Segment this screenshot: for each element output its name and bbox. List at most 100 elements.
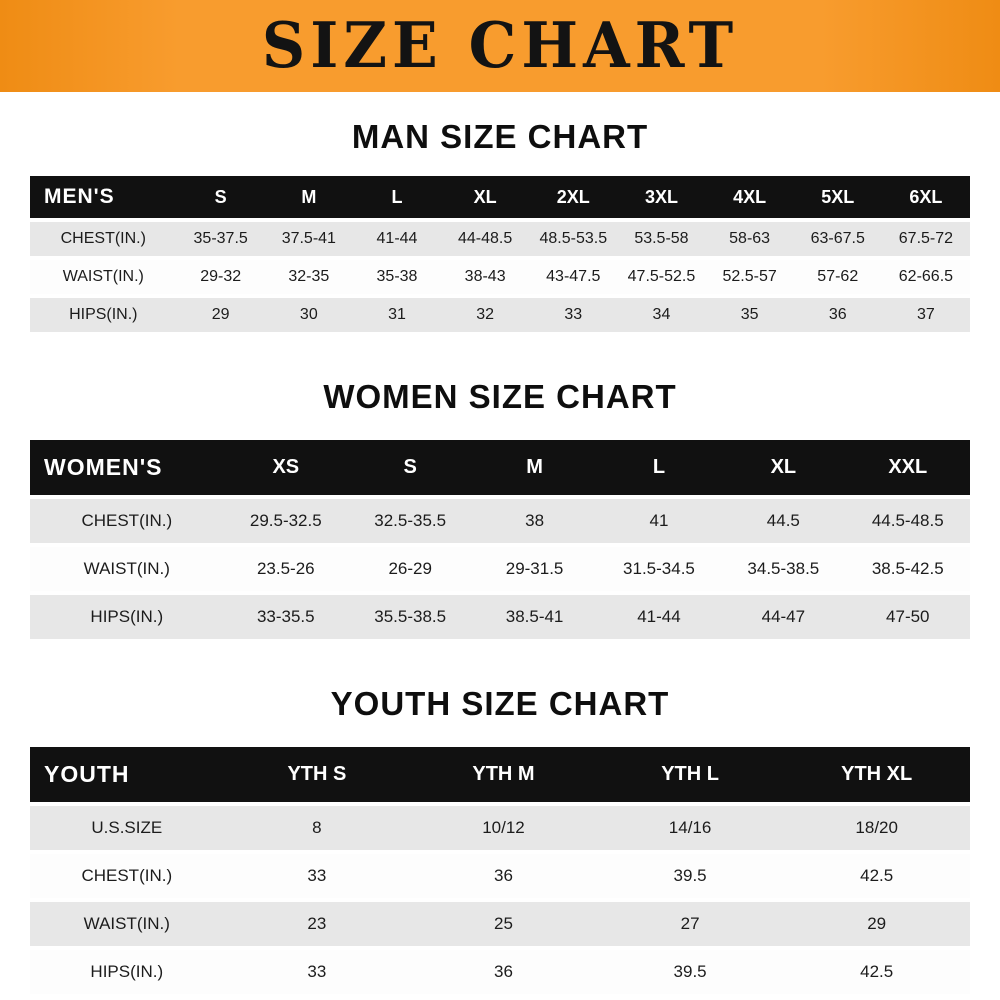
table-cell: 53.5-58	[634, 230, 689, 247]
table-cell: 41	[649, 511, 669, 530]
table-row: HIPS(IN.) 33 36 39.5 42.5	[30, 950, 970, 994]
table-cell: 39.5	[673, 962, 707, 981]
table-cell: 33	[307, 866, 327, 885]
row-label: HIPS(IN.)	[69, 306, 138, 323]
column-header: 5XL	[821, 186, 855, 207]
men-size-table: MEN'S S M L XL 2XL 3XL 4XL 5XL 6XL CHEST(IN.) 35-37…	[30, 172, 970, 336]
table-cell: 42.5	[860, 962, 894, 981]
table-row: CHEST(IN.) 33 36 39.5 42.5	[30, 854, 970, 898]
table-row: U.S.SIZE 8 10/12 14/16 18/20	[30, 806, 970, 850]
row-label: WAIST(IN.)	[83, 559, 170, 578]
column-header: M	[526, 456, 543, 478]
table-cell: 37.5-41	[281, 230, 336, 247]
table-cell: 44.5-48.5	[871, 511, 944, 530]
table-row: CHEST(IN.) 29.5-32.5 32.5-35.5 38 41 44.5 44.5…	[30, 499, 970, 543]
table-cell: 25	[494, 914, 513, 933]
column-header: S	[403, 456, 417, 478]
column-header: XS	[272, 456, 300, 478]
table-cell: 38-43	[464, 268, 506, 285]
table-cell: 41-44	[376, 230, 418, 247]
column-header: L	[391, 186, 403, 207]
column-header: S	[214, 186, 227, 207]
table-label: YOUTH	[44, 761, 130, 787]
row-label: CHEST(IN.)	[81, 866, 173, 885]
table-cell: 31.5-34.5	[623, 559, 695, 578]
table-cell: 36	[828, 306, 847, 323]
row-label: CHEST(IN.)	[60, 230, 146, 247]
table-cell: 34	[652, 306, 671, 323]
table-cell: 35.5-38.5	[374, 607, 447, 626]
table-cell: 29.5-32.5	[249, 511, 322, 530]
table-cell: 47.5-52.5	[627, 268, 696, 285]
table-cell: 35-37.5	[193, 230, 248, 247]
table-cell: 30	[299, 306, 318, 323]
column-header: L	[652, 456, 666, 478]
table-cell: 26-29	[388, 559, 432, 578]
table-cell: 41-44	[637, 607, 681, 626]
table-cell: 18/20	[855, 818, 898, 837]
table-label: WOMEN'S	[44, 454, 163, 480]
table-cell: 32.5-35.5	[374, 511, 447, 530]
table-cell: 35	[740, 306, 759, 323]
table-header-row: YOUTH YTH S YTH M YTH L YTH XL	[30, 747, 970, 802]
table-cell: 29	[867, 914, 887, 933]
table-cell: 36	[494, 866, 513, 885]
table-cell: 42.5	[860, 866, 894, 885]
row-label: WAIST(IN.)	[62, 268, 144, 285]
table-row: WAIST(IN.) 23 25 27 29	[30, 902, 970, 946]
row-label: WAIST(IN.)	[83, 914, 170, 933]
table-cell: 29-32	[200, 268, 242, 285]
table-cell: 47-50	[886, 607, 930, 626]
table-cell: 44.5	[766, 511, 800, 530]
table-cell: 10/12	[482, 818, 525, 837]
table-cell: 23	[307, 914, 327, 933]
table-row: WAIST(IN.) 29-32 32-35 35-38 38-43 43-47.5 47.…	[30, 260, 970, 294]
column-header: 4XL	[733, 186, 767, 207]
table-cell: 35-38	[376, 268, 418, 285]
column-header: XXL	[888, 456, 928, 478]
women-size-table: WOMEN'S XS S M L XL XXL CHEST(IN.) 29.5-32.5 32.5…	[30, 436, 970, 643]
banner-title: SIZE CHART	[261, 9, 739, 83]
table-cell: 48.5-53.5	[539, 230, 608, 247]
table-label: MEN'S	[44, 185, 115, 208]
table-cell: 52.5-57	[722, 268, 777, 285]
column-header: YTH S	[287, 763, 347, 785]
column-header: 3XL	[644, 186, 678, 207]
table-cell: 39.5	[673, 866, 707, 885]
column-header: M	[301, 186, 317, 207]
table-cell: 27	[680, 914, 700, 933]
table-cell: 14/16	[668, 818, 712, 837]
table-cell: 44-48.5	[458, 230, 513, 247]
column-header: XL	[770, 456, 797, 478]
table-cell: 8	[312, 818, 322, 837]
column-header: YTH M	[472, 763, 535, 785]
table-cell: 62-66.5	[898, 268, 954, 285]
table-cell: 34.5-38.5	[747, 559, 820, 578]
table-cell: 37	[917, 306, 935, 323]
table-cell: 33	[307, 962, 327, 981]
column-header: YTH L	[661, 763, 719, 785]
table-row: HIPS(IN.) 33-35.5 35.5-38.5 38.5-41 41-44 44-…	[30, 595, 970, 639]
banner: SIZE CHART	[0, 0, 1000, 92]
column-header: YTH XL	[841, 763, 913, 785]
table-cell: 32	[476, 306, 495, 323]
youth-size-table: YOUTH YTH S YTH M YTH L YTH XL U.S.SIZE 8 10/12…	[30, 743, 970, 998]
table-cell: 38.5-42.5	[871, 559, 944, 578]
table-cell: 32-35	[288, 268, 330, 285]
row-label: HIPS(IN.)	[90, 962, 164, 981]
table-cell: 29-31.5	[505, 559, 564, 578]
table-cell: 33	[564, 306, 583, 323]
table-cell: 29	[211, 306, 230, 323]
table-cell: 57-62	[817, 268, 859, 285]
column-header: 6XL	[909, 186, 943, 207]
table-cell: 43-47.5	[546, 268, 601, 285]
table-cell: 23.5-26	[256, 559, 315, 578]
men-section-heading: MAN SIZE CHART	[351, 118, 649, 155]
men-table-wrap: MEN'S S M L XL 2XL 3XL 4XL 5XL 6XL CHEST(IN.) 35-37…	[0, 172, 1000, 336]
row-label: HIPS(IN.)	[90, 607, 164, 626]
table-cell: 44-47	[761, 607, 806, 626]
table-header-row: MEN'S S M L XL 2XL 3XL 4XL 5XL 6XL	[30, 176, 970, 218]
women-table-wrap: WOMEN'S XS S M L XL XXL CHEST(IN.) 29.5-32.5 32.5…	[0, 436, 1000, 643]
youth-table-wrap: YOUTH YTH S YTH M YTH L YTH XL U.S.SIZE 8 10/12…	[0, 743, 1000, 998]
